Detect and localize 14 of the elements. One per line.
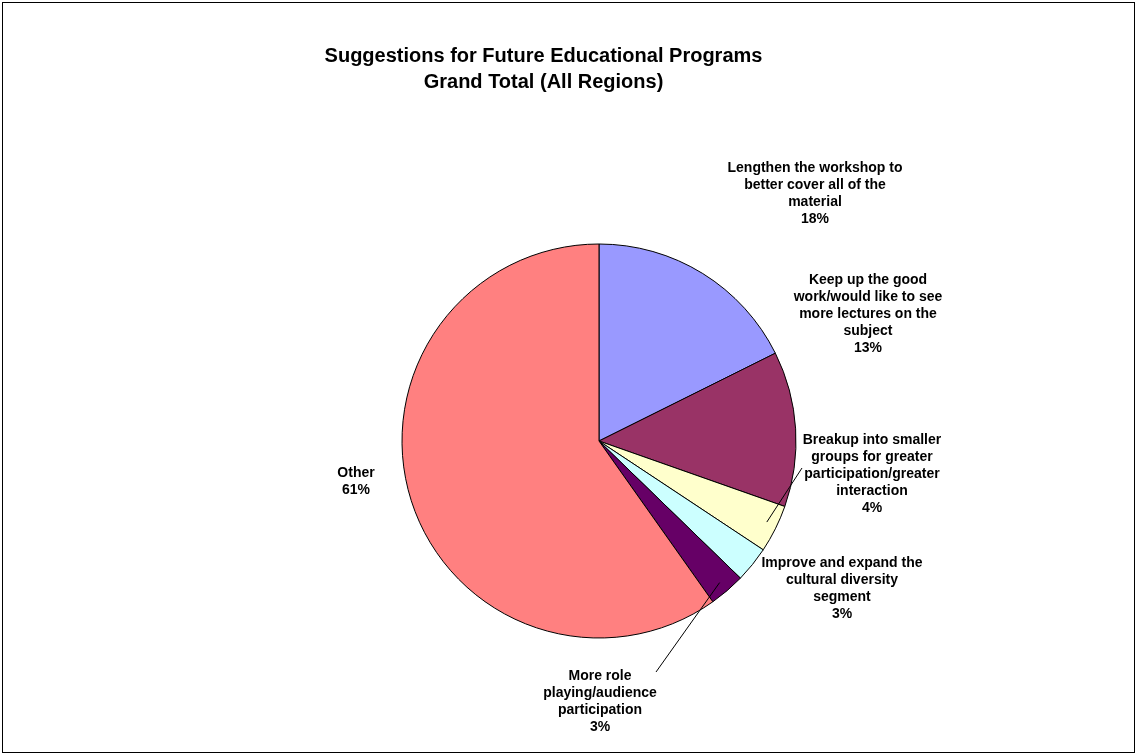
chart-subtitle: Grand Total (All Regions) (422, 69, 665, 94)
data-label: 3% (831, 605, 853, 621)
data-label: 4% (861, 499, 883, 515)
slice-label: More role playing/audience participation (543, 667, 657, 717)
data-label: 61% (341, 481, 371, 497)
chart-title: Suggestions for Future Educational Programs (323, 43, 764, 68)
slice-label: Keep up the good work/would like to see more lectures on the subject (792, 271, 943, 338)
slice-label: Other (337, 464, 376, 480)
data-label: 3% (589, 718, 611, 734)
data-label: 18% (800, 210, 830, 226)
slice-label: Improve and expand the cultural diversity segment (761, 554, 923, 604)
slice-label: Breakup into smaller groups for greater participation/greater interaction (802, 431, 942, 498)
data-label: 13% (853, 339, 883, 355)
slice-label: Lengthen the workshop to better cover all of the material (727, 159, 903, 209)
